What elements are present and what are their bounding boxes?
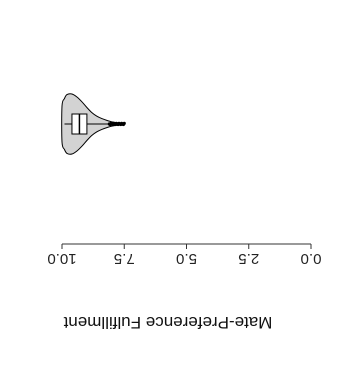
outlier-point [107,122,111,126]
x-tick-label: 7.5 [114,250,135,267]
x-axis-title: Mate-Preference Fulfillment [63,313,272,332]
x-axis: 0.0 2.5 5.0 7.5 10.0 [47,243,322,267]
x-tick-label: 5.0 [176,250,197,267]
x-tick-label: 10.0 [47,250,76,267]
x-tick-label: 0.0 [301,250,322,267]
x-tick-label: 2.5 [238,250,259,267]
plot-area [61,93,126,155]
